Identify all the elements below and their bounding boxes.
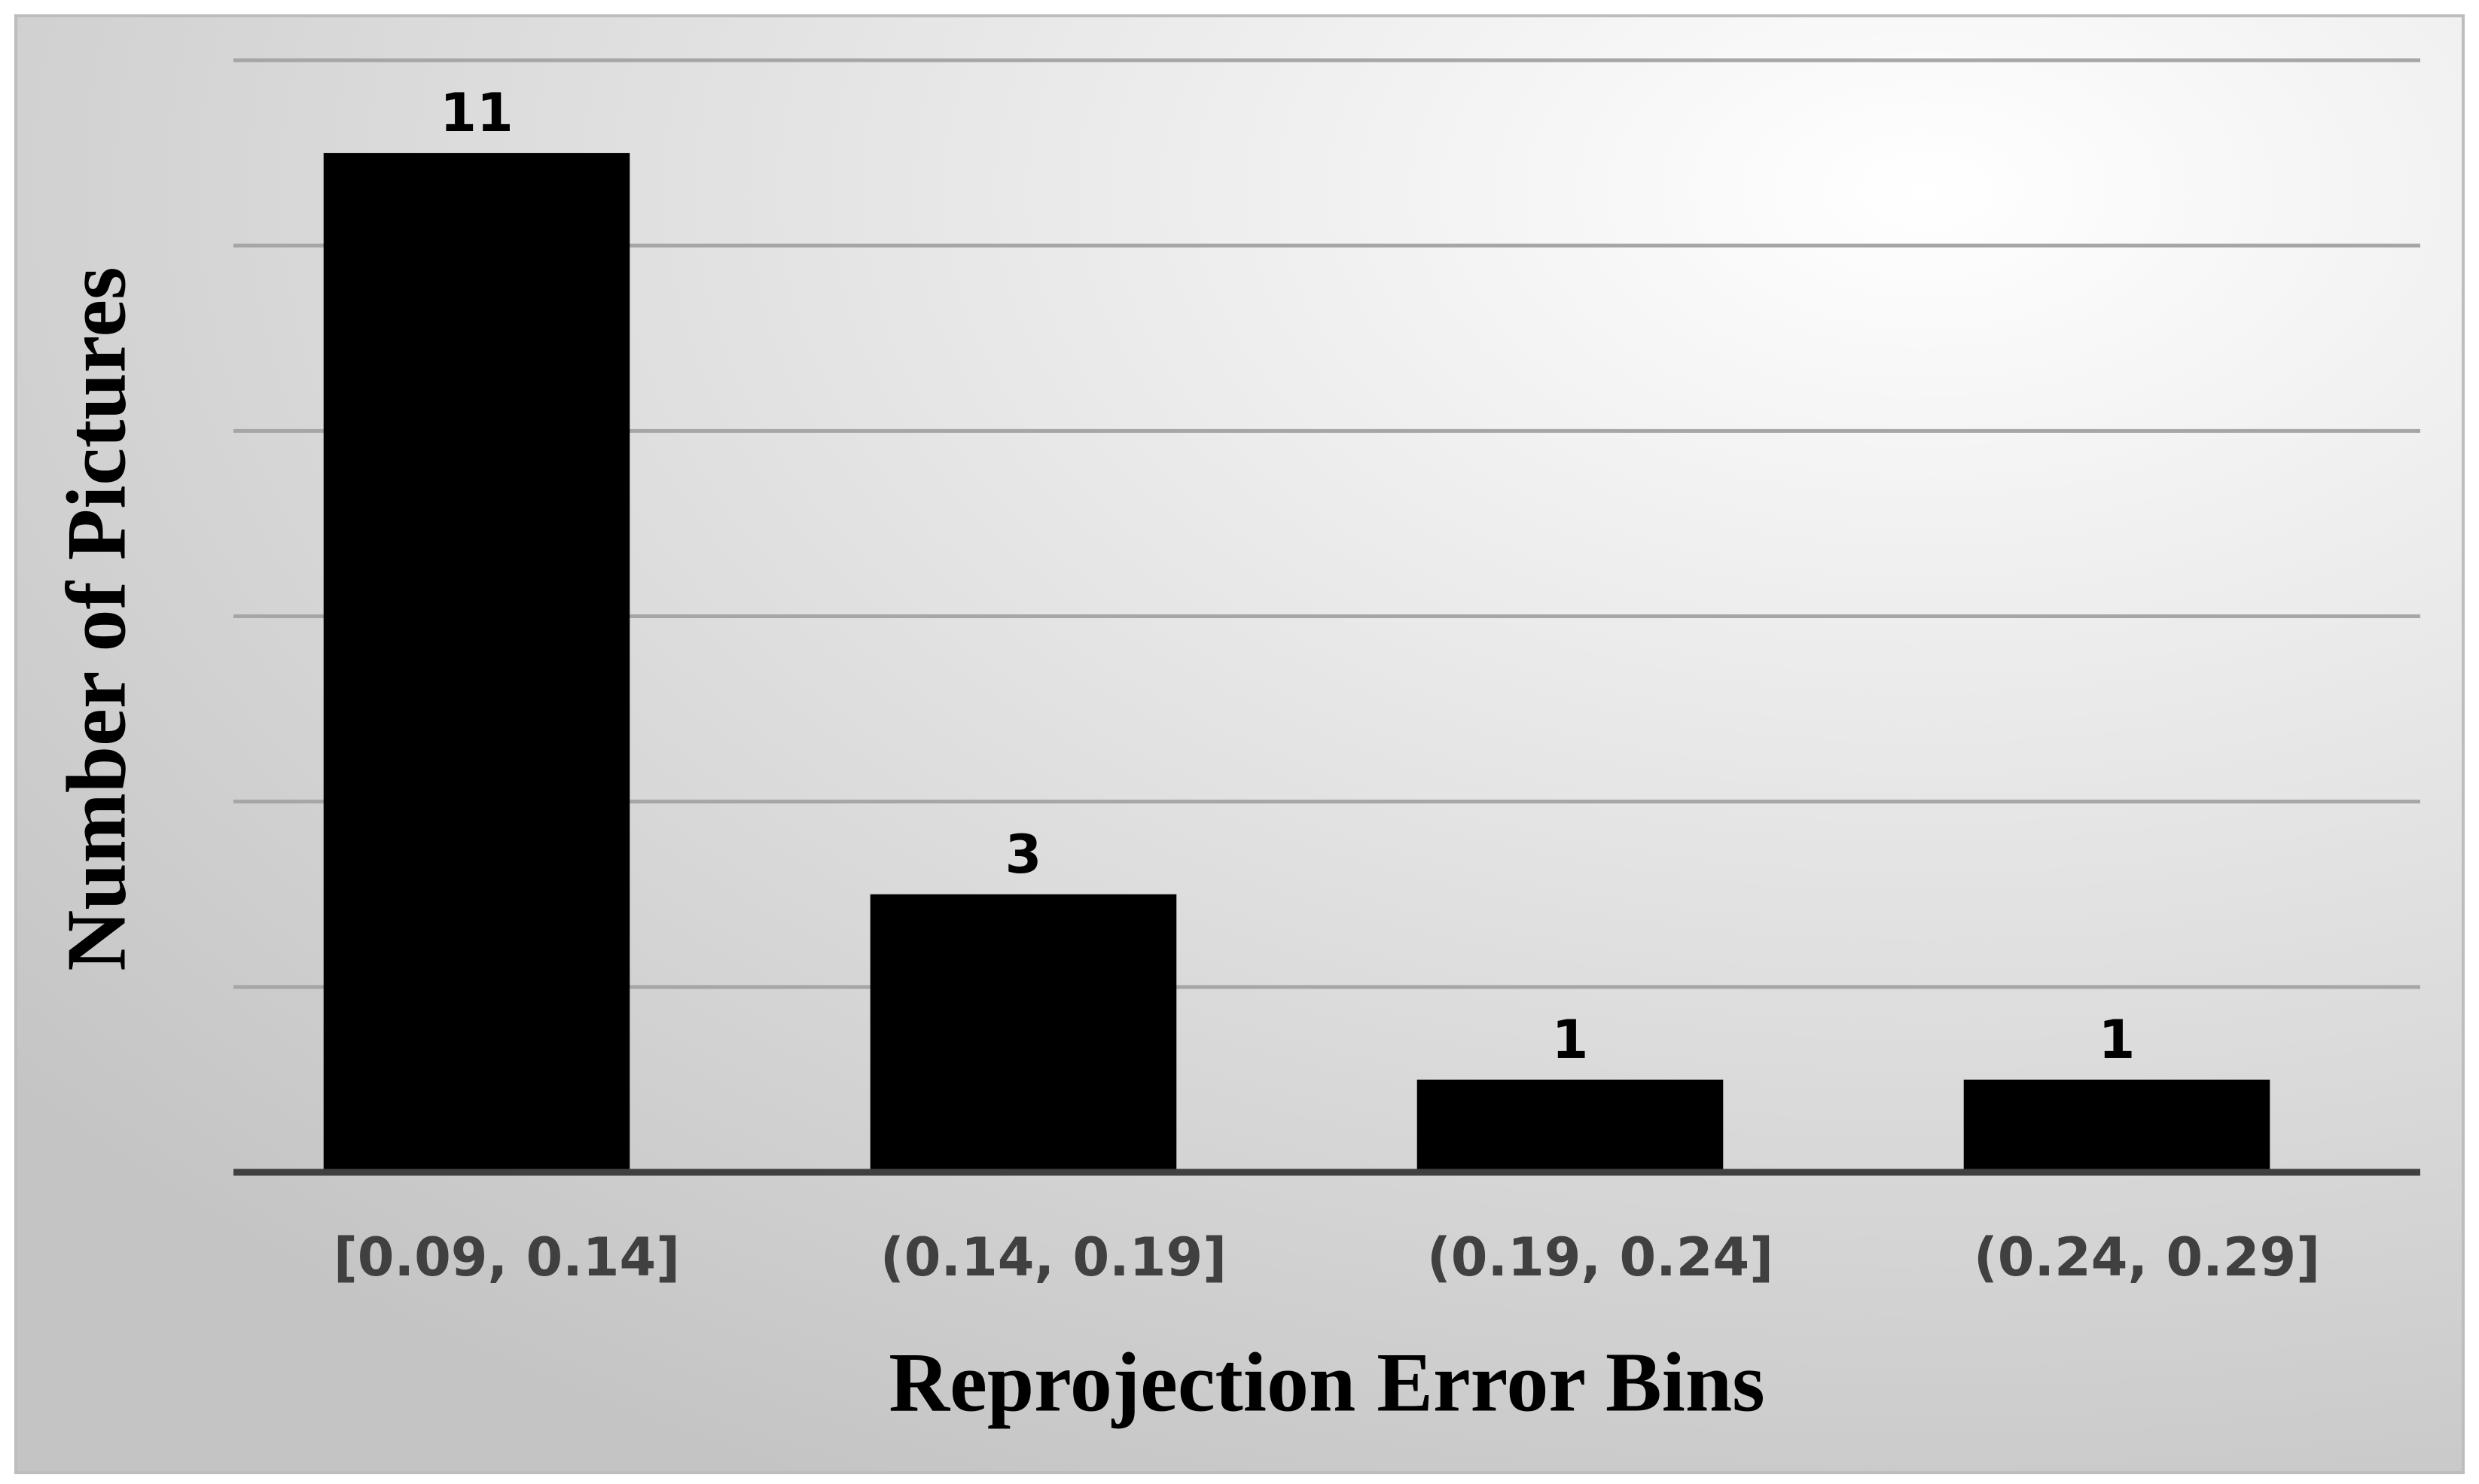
x-tick-label: (0.14, 0.19] — [880, 1227, 1227, 1288]
y-axis-title: Number of Pictures — [50, 267, 144, 971]
plot-area: 11 [0.09, 0.14] 3 (0.14, 0.19] 1 (0.19, 0.24]… — [233, 58, 2420, 1288]
x-tick-label: [0.09, 0.14] — [334, 1227, 680, 1288]
bar — [1416, 1079, 1724, 1172]
data-label: 3 — [1005, 824, 1042, 885]
data-label: 11 — [440, 82, 513, 144]
data-label: 1 — [1552, 1009, 1589, 1071]
bar — [323, 153, 630, 1172]
bar — [870, 894, 1177, 1172]
x-tick-label: (0.24, 0.29] — [1974, 1227, 2320, 1288]
data-label: 1 — [2099, 1009, 2136, 1071]
x-axis-title: Reprojection Error Bins — [889, 1336, 1764, 1430]
x-tick-label: (0.19, 0.24] — [1427, 1227, 1773, 1288]
bar — [1963, 1079, 2270, 1172]
